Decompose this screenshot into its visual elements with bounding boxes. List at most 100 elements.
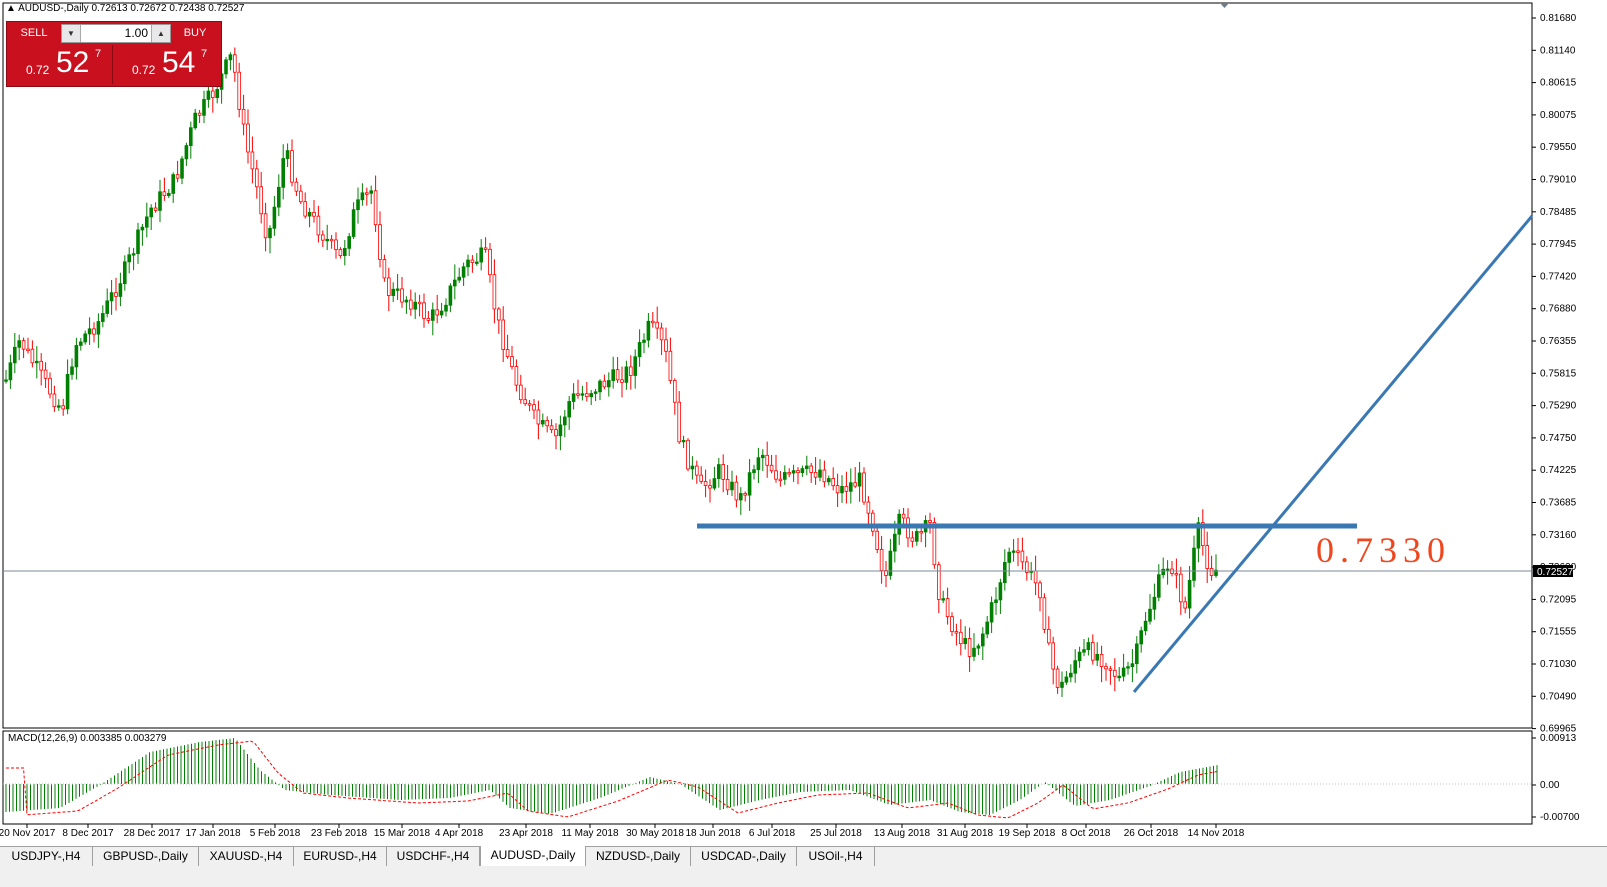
candle-body [1174,573,1179,576]
lot-size-stepper[interactable]: ▼ 1.00 ▲ [61,24,171,43]
candle-body [1104,666,1108,670]
lot-decrease-icon[interactable]: ▼ [62,25,81,42]
candle-body [519,384,523,401]
candle-body [210,90,215,98]
candle-body [87,328,92,335]
macd-axis: 0.00913 0.00 -0.00700 [1532,733,1580,823]
candle-body [1165,568,1170,571]
tab-gbpusd-daily[interactable]: GBPUSD-,Daily [93,847,199,866]
candle-body [761,454,765,459]
candle-body [298,190,303,203]
candle-body [496,308,501,321]
candle-body [413,301,417,310]
trendline[interactable] [1132,215,1534,693]
time-tick-label: 18 Jun 2018 [685,828,740,839]
time-axis: 20 Nov 2017 8 Dec 2017 28 Dec 2017 17 Jan 2… [0,824,1245,839]
candle-body [1007,551,1011,563]
candle-body [136,229,140,255]
candle-body [1086,642,1091,651]
one-click-trading-panel: SELL ▼ 1.00 ▲ BUY 0.72 52 7 0.72 54 7 [6,21,222,87]
candle-body [840,485,844,494]
candle-body [589,393,593,398]
tab-audusd-daily[interactable]: AUDUSD-,Daily [480,846,586,866]
candlesticks [4,47,1218,698]
price-tick-label: 0.72095 [1540,594,1577,605]
candle-body [633,356,637,376]
tab-eurusd-h4[interactable]: EURUSD-,H4 [294,847,387,866]
candle-body [105,300,110,314]
buy-price-button[interactable]: 0.72 54 7 [115,45,219,84]
price-tick-label: 0.70490 [1540,691,1577,702]
candle-body [426,317,431,321]
candle-body [259,186,263,215]
candle-body [690,465,695,470]
candle-body [813,471,818,478]
price-tick-label: 0.71030 [1540,659,1577,670]
candle-body [725,479,730,491]
candle-body [276,186,281,208]
sell-button[interactable]: SELL [20,27,48,39]
lot-increase-icon[interactable]: ▲ [151,25,170,42]
tab-usdjpy-h4[interactable]: USDJPY-,H4 [0,847,93,866]
price-tick-label: 0.76355 [1540,336,1577,347]
tab-xauusd-h4[interactable]: XAUUSD-,H4 [199,847,294,866]
candle-body [932,522,937,566]
candle-body [981,633,985,647]
buy-button[interactable]: BUY [183,27,207,39]
candle-body [747,472,752,496]
candle-body [127,254,132,263]
time-tick-label: 14 Nov 2018 [1188,828,1245,839]
candle-body [787,472,791,475]
time-tick-label: 5 Feb 2018 [250,828,301,839]
candle-body [1064,676,1069,683]
candle-body [1020,550,1025,563]
price-tick-label: 0.73160 [1540,530,1577,541]
candle-body [800,468,805,474]
price-axis: 0.81680 0.81140 0.80615 0.80075 0.79550 0.790… [1532,13,1577,735]
tab-nzdusd-daily[interactable]: NZDUSD-,Daily [586,847,691,866]
symbol-ohlc: AUDUSD-,Daily 0.72613 0.72672 0.72438 0.… [18,3,245,14]
candle-body [162,191,167,197]
candle-body [791,470,796,474]
candle-body [677,401,681,443]
time-tick-label: 8 Dec 2017 [62,828,114,839]
candle-body [954,631,959,634]
buy-price-sup: 7 [201,48,208,60]
candle-body [1130,663,1135,668]
price-tick-label: 0.77945 [1540,239,1577,250]
candle-body [180,158,184,179]
candle-body [307,212,312,217]
candle-body [928,520,932,523]
sell-price-button[interactable]: 0.72 52 7 [9,45,113,84]
candle-body [545,420,549,427]
lot-size-input[interactable]: 1.00 [124,26,148,40]
candle-body [972,647,976,657]
candle-body [681,439,686,443]
candle-body [1003,561,1007,584]
candle-body [756,457,761,471]
macd-signal-line [6,740,1218,819]
time-tick-label: 31 Aug 2018 [937,828,994,839]
candle-body [430,309,435,321]
candle-body [369,190,373,194]
candle-body [976,645,981,649]
candle-body [483,247,488,250]
candle-body [523,399,527,405]
candle-body [435,309,439,316]
tab-usoil-h4[interactable]: USOil-,H4 [797,847,875,866]
candle-body [356,199,360,211]
chart-tab-bar: USDJPY-,H4 GBPUSD-,Daily XAUUSD-,H4 EURU… [0,846,1607,867]
tab-usdchf-h4[interactable]: USDCHF-,H4 [387,847,480,866]
candle-body [686,439,690,470]
price-chart[interactable]: 0.81680 0.81140 0.80615 0.80075 0.79550 0.790… [0,0,1607,866]
candle-body [580,393,585,396]
tab-usdcad-daily[interactable]: USDCAD-,Daily [691,847,797,866]
price-tick-label: 0.80615 [1540,78,1577,89]
chart-area[interactable]: 0.81680 0.81140 0.80615 0.80075 0.79550 0.790… [0,0,1607,866]
candle-body [536,409,541,425]
sell-price-sup: 7 [95,48,102,60]
candle-body [950,616,954,632]
candle-body [571,393,576,402]
candle-body [549,425,554,431]
candle-body [175,174,180,179]
